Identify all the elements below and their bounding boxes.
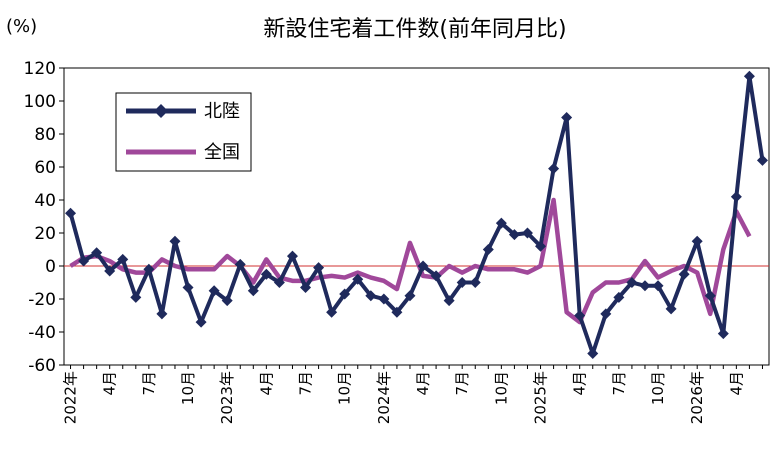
data-point-hokuriku — [326, 306, 338, 318]
data-point-hokuriku — [143, 263, 155, 275]
data-point-hokuriku — [482, 244, 494, 255]
x-tick-label: 10月 — [336, 371, 354, 405]
data-point-hokuriku — [221, 295, 233, 307]
x-axis: 2022年 4月 7月 10月 2023年 4月 7月 10月 2024年 4月 7月 10月 2025… — [62, 365, 763, 424]
data-point-hokuriku — [65, 207, 77, 219]
x-tick-label: 7月 — [297, 371, 315, 396]
data-point-hokuriku — [730, 191, 742, 203]
y-tick-label: 0 — [45, 257, 56, 277]
data-point-hokuriku — [587, 347, 599, 359]
data-point-hokuriku — [404, 290, 416, 302]
data-point-hokuriku — [156, 308, 168, 320]
x-tick-label: 4月 — [571, 371, 589, 396]
data-point-hokuriku — [652, 280, 664, 292]
data-point-hokuriku — [600, 308, 612, 320]
data-point-hokuriku — [234, 258, 246, 270]
data-point-hokuriku — [639, 280, 651, 292]
y-unit-label: (%) — [6, 16, 37, 37]
x-tick-label: 10月 — [649, 371, 667, 405]
data-point-hokuriku — [743, 70, 755, 82]
data-point-hokuriku — [626, 277, 638, 288]
data-point-hokuriku — [574, 310, 586, 321]
x-tick-label: 4月 — [257, 371, 275, 396]
series-layer — [65, 70, 768, 359]
legend-label-hokuriku: 北陸 — [204, 101, 240, 122]
data-point-hokuriku — [704, 290, 716, 302]
data-point-hokuriku — [273, 277, 285, 288]
x-tick-label: 4月 — [414, 371, 432, 396]
y-axis: 120 100 80 60 40 20 0 -20 -40 -60 — [24, 59, 64, 376]
x-tick-label: 2022年 — [62, 371, 80, 424]
data-point-hokuriku — [130, 291, 142, 303]
x-tick-label: 2026年 — [688, 371, 706, 424]
y-tick-label: 120 — [24, 59, 56, 79]
x-tick-label: 4月 — [101, 371, 119, 396]
data-point-hokuriku — [182, 281, 194, 293]
x-tick-label: 7月 — [453, 371, 471, 396]
data-point-hokuriku — [417, 260, 429, 272]
data-point-hokuriku — [104, 265, 116, 277]
data-point-hokuriku — [495, 217, 507, 229]
data-point-hokuriku — [430, 270, 442, 282]
y-tick-label: -40 — [28, 323, 56, 343]
data-point-hokuriku — [260, 268, 272, 280]
data-point-hokuriku — [521, 227, 533, 239]
data-point-hokuriku — [365, 290, 377, 302]
y-tick-label: 100 — [24, 92, 56, 112]
y-tick-label: 40 — [34, 191, 56, 211]
x-tick-label: 10月 — [179, 371, 197, 405]
data-point-hokuriku — [117, 253, 129, 265]
data-point-hokuriku — [352, 273, 364, 285]
legend: 北陸 全国 — [115, 92, 252, 172]
legend-marker-hokuriku — [154, 104, 168, 118]
data-point-hokuriku — [665, 303, 677, 315]
data-point-hokuriku — [548, 163, 560, 175]
legend-box — [115, 92, 252, 172]
legend-label-zenkoku: 全国 — [204, 142, 240, 163]
data-point-hokuriku — [300, 281, 312, 293]
data-point-hokuriku — [391, 306, 403, 318]
data-point-hokuriku — [691, 235, 703, 247]
chart-title: 新設住宅着工件数(前年同月比) — [263, 17, 566, 42]
data-point-hokuriku — [91, 247, 103, 259]
data-point-hokuriku — [195, 316, 207, 328]
y-tick-label: -60 — [28, 356, 56, 376]
x-tick-label: 2024年 — [375, 371, 393, 424]
data-point-hokuriku — [561, 112, 573, 123]
data-point-hokuriku — [456, 277, 468, 288]
data-point-hokuriku — [247, 285, 259, 297]
data-point-hokuriku — [508, 229, 520, 241]
data-point-hokuriku — [613, 291, 625, 303]
data-point-hokuriku — [756, 154, 768, 166]
data-point-hokuriku — [169, 235, 181, 247]
data-point-hokuriku — [678, 268, 690, 280]
y-tick-label: 80 — [34, 125, 56, 145]
data-point-hokuriku — [286, 250, 298, 262]
data-point-hokuriku — [469, 277, 481, 288]
x-tick-label: 10月 — [492, 371, 510, 405]
data-point-hokuriku — [378, 293, 390, 305]
data-point-hokuriku — [443, 295, 455, 307]
x-tick-label: 4月 — [727, 371, 745, 396]
x-tick-label: 2025年 — [532, 371, 550, 424]
x-tick-label: 7月 — [140, 371, 158, 396]
x-tick-label: 7月 — [610, 371, 628, 396]
y-tick-label: 60 — [34, 158, 56, 178]
y-tick-label: 20 — [34, 224, 56, 244]
y-tick-label: -20 — [28, 290, 56, 310]
x-tick-label: 2023年 — [218, 371, 236, 424]
data-point-hokuriku — [339, 288, 351, 300]
data-point-hokuriku — [535, 240, 547, 252]
data-point-hokuriku — [717, 328, 729, 340]
data-point-hokuriku — [313, 262, 325, 274]
data-point-hokuriku — [78, 255, 90, 267]
data-point-hokuriku — [208, 285, 220, 297]
